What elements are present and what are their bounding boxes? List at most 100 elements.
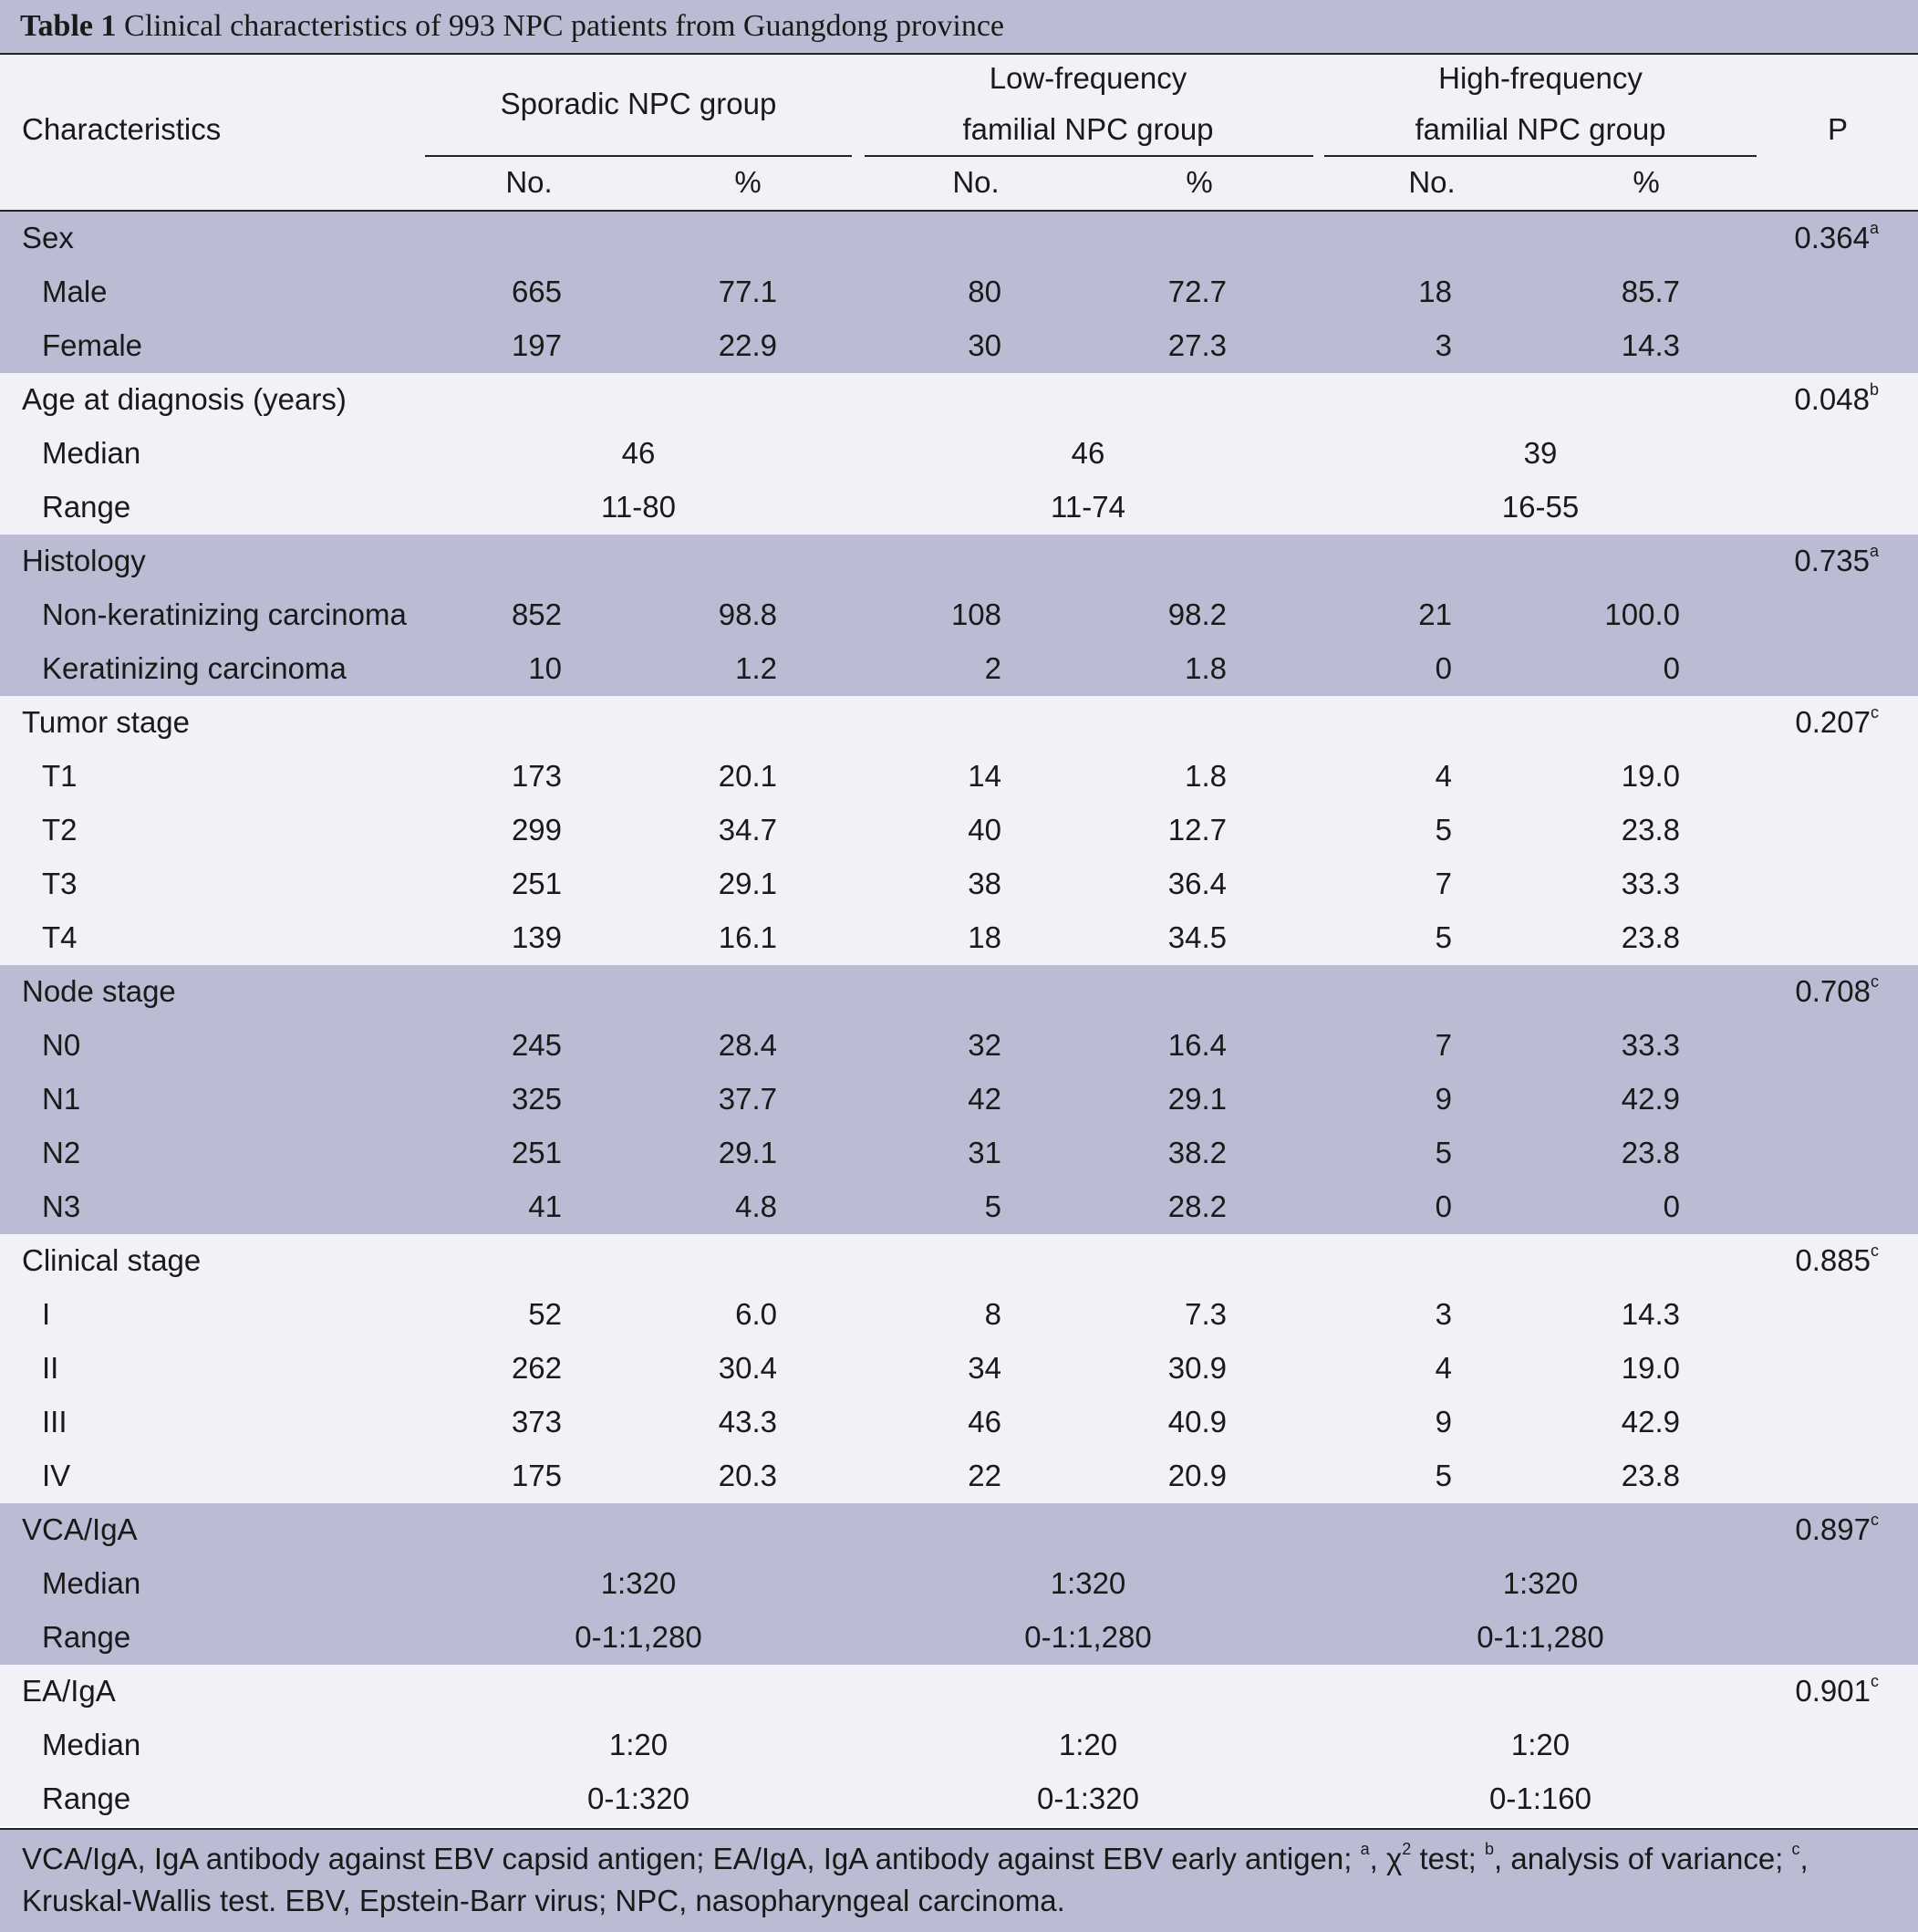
percent-cell: 1.8 <box>1185 651 1227 685</box>
row-label: N1 <box>42 1082 81 1116</box>
section-label: Node stage <box>22 974 176 1008</box>
p-value-number: 0.885 <box>1795 1243 1871 1277</box>
count-cell: 32 <box>968 1028 1001 1062</box>
section-label: EA/IgA <box>22 1674 116 1708</box>
span-value-cell: 46 <box>621 436 656 470</box>
percent-cell: 23.8 <box>1621 1136 1680 1169</box>
p-value-test-marker: a <box>1869 542 1879 560</box>
percent-cell: 42.9 <box>1621 1405 1680 1439</box>
count-cell: 5 <box>1435 1459 1452 1492</box>
count-cell: 9 <box>1435 1082 1452 1116</box>
section-block <box>0 1234 1918 1503</box>
footnote-text: , χ <box>1369 1842 1403 1875</box>
percent-cell: 16.4 <box>1167 1028 1227 1062</box>
percent-cell: 0 <box>1663 651 1680 685</box>
row-label: Median <box>42 1728 141 1761</box>
count-cell: 10 <box>528 651 562 685</box>
percent-cell: 0 <box>1663 1189 1680 1223</box>
footnote-text: VCA/IgA, IgA antibody against EBV capsid… <box>22 1842 1361 1875</box>
count-cell: 251 <box>511 1136 562 1169</box>
count-cell: 5 <box>1435 920 1452 954</box>
span-value-cell: 0-1:160 <box>1489 1781 1591 1815</box>
percent-cell: 34.7 <box>718 813 777 847</box>
p-value: 0.364a <box>1733 220 1879 256</box>
count-cell: 373 <box>511 1405 562 1439</box>
footnote-text: , analysis of variance; <box>1494 1842 1792 1875</box>
count-cell: 31 <box>968 1136 1001 1169</box>
section-block <box>0 1665 1918 1826</box>
percent-cell: 22.9 <box>718 328 777 362</box>
percent-cell: 1.8 <box>1185 759 1227 793</box>
row-label: T3 <box>42 867 78 900</box>
group-rule-low <box>865 155 1313 157</box>
percent-cell: 29.1 <box>718 1136 777 1169</box>
count-cell: 21 <box>1418 597 1452 631</box>
count-cell: 7 <box>1435 1028 1452 1062</box>
header-pct: % <box>1186 165 1213 199</box>
header-group-low-line1: Low-frequency <box>989 61 1187 95</box>
span-value-cell: 1:20 <box>608 1728 669 1761</box>
percent-cell: 20.9 <box>1167 1459 1227 1492</box>
p-value: 0.048b <box>1733 381 1879 418</box>
header-characteristics: Characteristics <box>22 112 222 146</box>
p-value-number: 0.708 <box>1795 974 1871 1008</box>
count-cell: 3 <box>1435 328 1452 362</box>
section-label: Tumor stage <box>22 705 191 739</box>
count-cell: 18 <box>1418 275 1452 308</box>
footnote-sup: a <box>1360 1840 1370 1858</box>
count-cell: 4 <box>1435 759 1452 793</box>
span-value-cell: 11-80 <box>601 490 676 524</box>
p-value-number: 0.897 <box>1795 1512 1871 1546</box>
percent-cell: 28.2 <box>1167 1189 1227 1223</box>
p-value: 0.897c <box>1733 1511 1879 1548</box>
header-group-sporadic: Sporadic NPC group <box>500 87 777 120</box>
count-cell: 46 <box>968 1405 1001 1439</box>
count-cell: 40 <box>968 813 1001 847</box>
count-cell: 38 <box>968 867 1001 900</box>
p-value: 0.708c <box>1733 973 1879 1010</box>
p-value-test-marker: c <box>1871 972 1879 991</box>
row-label: Median <box>42 436 141 470</box>
count-cell: 5 <box>1435 1136 1452 1169</box>
percent-cell: 33.3 <box>1621 1028 1680 1062</box>
row-label: Median <box>42 1566 141 1600</box>
count-cell: 34 <box>968 1351 1001 1385</box>
row-label: Keratinizing carcinoma <box>42 651 347 685</box>
percent-cell: 14.3 <box>1621 328 1680 362</box>
p-value-test-marker: c <box>1871 1241 1879 1260</box>
row-label: T4 <box>42 920 78 954</box>
p-value: 0.901c <box>1733 1673 1879 1709</box>
row-label: T1 <box>42 759 78 793</box>
count-cell: 245 <box>511 1028 562 1062</box>
row-label: N0 <box>42 1028 81 1062</box>
percent-cell: 77.1 <box>718 275 777 308</box>
count-cell: 251 <box>511 867 562 900</box>
section-label: Clinical stage <box>22 1243 202 1277</box>
count-cell: 4 <box>1435 1351 1452 1385</box>
section-label: VCA/IgA <box>22 1512 138 1546</box>
p-value-test-marker: c <box>1871 703 1879 722</box>
count-cell: 108 <box>950 597 1001 631</box>
p-value-test-marker: b <box>1869 380 1879 399</box>
row-label: Range <box>42 1781 131 1815</box>
table-footnote: VCA/IgA, IgA antibody against EBV capsid… <box>0 1828 1918 1932</box>
row-label: Range <box>42 490 131 524</box>
count-cell: 30 <box>968 328 1001 362</box>
group-rule-sporadic <box>425 155 852 157</box>
count-cell: 173 <box>511 759 562 793</box>
section-block <box>0 965 1918 1234</box>
count-cell: 7 <box>1435 867 1452 900</box>
section-label: Sex <box>22 221 74 254</box>
count-cell: 299 <box>511 813 562 847</box>
p-value-number: 0.207 <box>1795 705 1871 739</box>
section-label: Age at diagnosis (years) <box>22 382 347 416</box>
count-cell: 5 <box>1435 813 1452 847</box>
header-no: No. <box>505 165 553 199</box>
percent-cell: 98.2 <box>1167 597 1227 631</box>
percent-cell: 23.8 <box>1621 920 1680 954</box>
p-value: 0.207c <box>1733 704 1879 741</box>
count-cell: 8 <box>984 1297 1001 1331</box>
span-value-cell: 1:320 <box>1502 1566 1579 1600</box>
header-pct: % <box>734 165 762 199</box>
row-label: I <box>42 1297 51 1331</box>
